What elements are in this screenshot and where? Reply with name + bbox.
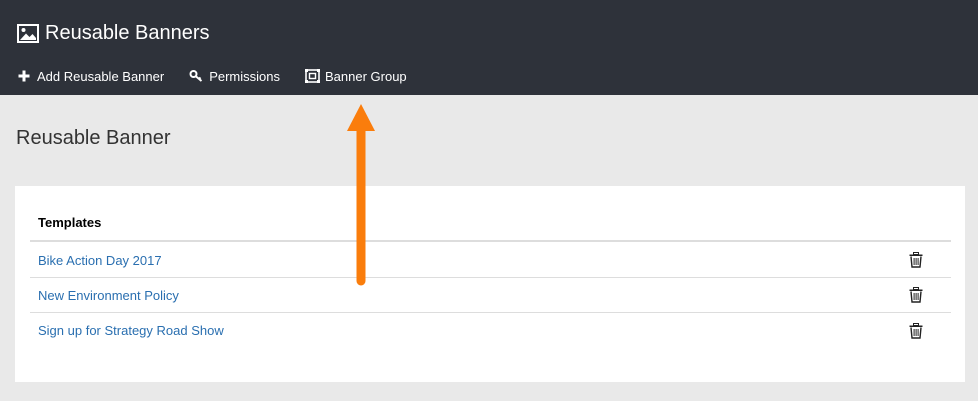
template-link-strategy-road-show[interactable]: Sign up for Strategy Road Show bbox=[38, 323, 224, 338]
app-title-text: Reusable Banners bbox=[45, 22, 210, 44]
annotation-arrow bbox=[347, 104, 375, 286]
table-row: Bike Action Day 2017 bbox=[30, 243, 951, 278]
banner-group-button[interactable]: Banner Group bbox=[305, 69, 407, 84]
add-reusable-banner-button[interactable]: Add Reusable Banner bbox=[17, 69, 164, 84]
add-reusable-banner-label: Add Reusable Banner bbox=[37, 68, 165, 84]
table-row: Sign up for Strategy Road Show bbox=[30, 313, 951, 348]
table-row: New Environment Policy bbox=[30, 278, 951, 313]
trash-icon[interactable] bbox=[909, 322, 923, 339]
image-icon bbox=[17, 23, 39, 43]
template-link-bike-action-day[interactable]: Bike Action Day 2017 bbox=[38, 252, 162, 268]
app-title: Reusable Banners bbox=[17, 21, 210, 45]
trash-icon[interactable] bbox=[909, 287, 923, 303]
top-bar: Reusable Banners Add Reusable Banner Per… bbox=[0, 0, 978, 95]
trash-icon[interactable] bbox=[909, 252, 923, 268]
plus-icon bbox=[17, 69, 31, 83]
toolbar: Add Reusable Banner Permissions bbox=[17, 66, 432, 86]
key-icon bbox=[189, 69, 203, 83]
templates-table-header: Templates bbox=[30, 215, 951, 242]
permissions-label: Permissions bbox=[209, 68, 280, 84]
page-heading: Reusable Banner bbox=[16, 127, 171, 149]
templates-panel: Templates Bike Action Day 2017 New Envir… bbox=[15, 186, 965, 382]
permissions-button[interactable]: Permissions bbox=[189, 69, 280, 84]
banner-group-icon bbox=[305, 69, 320, 83]
templates-header-label: Templates bbox=[38, 215, 102, 230]
banner-group-label: Banner Group bbox=[325, 68, 407, 84]
template-link-new-environment-policy[interactable]: New Environment Policy bbox=[38, 287, 179, 303]
